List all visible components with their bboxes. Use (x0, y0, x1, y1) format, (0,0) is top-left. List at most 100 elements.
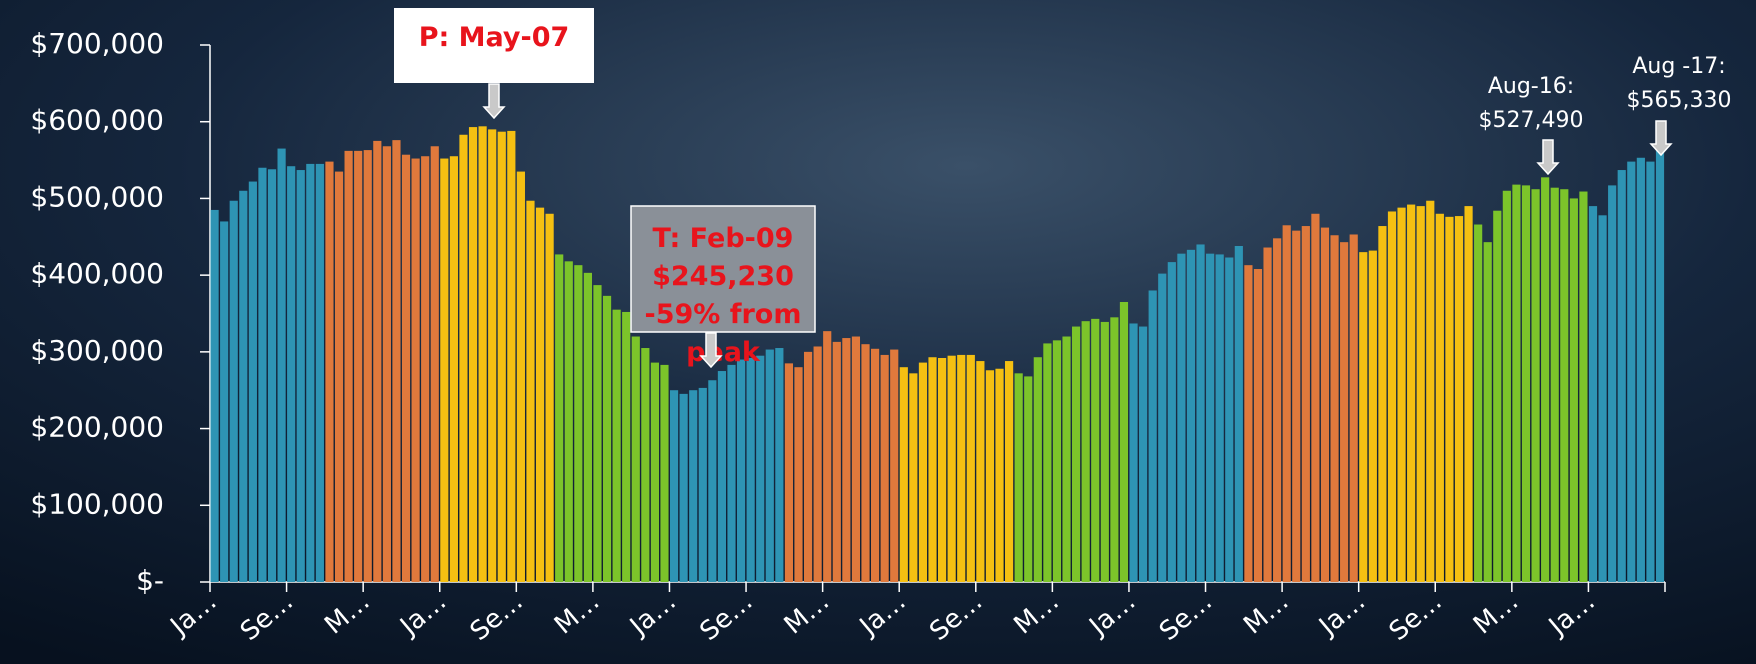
bar (267, 169, 277, 582)
bar (1387, 211, 1397, 582)
bar (1349, 234, 1358, 582)
bar (957, 354, 966, 582)
bar (440, 158, 449, 582)
bar (1033, 357, 1042, 582)
bar (631, 336, 640, 582)
arrow (1536, 139, 1560, 176)
bar (1301, 226, 1310, 582)
y-tick-label: $700,000 (30, 27, 164, 60)
bar (1598, 215, 1607, 582)
bar (746, 357, 755, 582)
bar (363, 150, 372, 582)
bar (1521, 185, 1531, 582)
bar (1541, 177, 1550, 582)
bar (1244, 265, 1253, 582)
bar (1167, 262, 1176, 582)
bar (1560, 189, 1569, 583)
bar (1588, 206, 1598, 582)
bar (660, 364, 669, 582)
bar (918, 362, 928, 582)
bar (325, 161, 334, 582)
y-tick-label: $500,000 (30, 180, 164, 213)
bar (1483, 242, 1492, 583)
bar (1493, 210, 1502, 582)
bar (507, 130, 516, 583)
bar (239, 190, 248, 582)
arrow (1649, 120, 1673, 157)
bar (1273, 238, 1282, 582)
bar (1646, 161, 1655, 582)
y-tick-label: $100,000 (30, 487, 164, 520)
bar (890, 349, 899, 582)
bar (1474, 224, 1483, 583)
bar (1359, 252, 1368, 582)
bar (717, 371, 727, 582)
trough-box (630, 205, 816, 333)
bar (430, 146, 439, 582)
bar (784, 363, 794, 582)
bar (1445, 216, 1454, 582)
bar (602, 295, 612, 582)
bar (334, 171, 344, 583)
bar (947, 355, 956, 582)
bar (1052, 340, 1062, 582)
bar (1072, 326, 1081, 582)
bar (1005, 361, 1014, 582)
bar (1206, 253, 1215, 583)
bar (1512, 184, 1521, 582)
bar (803, 351, 813, 582)
bar (1014, 373, 1023, 582)
bar (478, 126, 487, 583)
bar (1196, 244, 1205, 582)
bar (842, 338, 851, 582)
bar (1081, 321, 1090, 582)
bar (1043, 343, 1052, 582)
bar (698, 387, 707, 582)
bar (1627, 161, 1636, 582)
bar (1139, 326, 1148, 582)
bar (1320, 227, 1330, 582)
bar (574, 265, 583, 582)
bar (449, 156, 458, 582)
bar (545, 213, 554, 582)
bar (373, 140, 382, 582)
bar (459, 134, 468, 582)
bar (315, 163, 324, 582)
bar (1464, 206, 1473, 582)
arrow (482, 83, 506, 120)
bar (564, 261, 573, 582)
bar (641, 348, 650, 582)
bar (727, 364, 736, 582)
bar (535, 207, 545, 583)
bar (248, 181, 257, 582)
bar (277, 148, 286, 583)
bar (1148, 290, 1157, 582)
bar (1407, 204, 1416, 582)
bar (899, 367, 908, 582)
bar (938, 357, 947, 582)
bar (583, 272, 592, 582)
bar (555, 254, 564, 582)
bar (679, 393, 688, 582)
bar (1655, 148, 1665, 582)
bar (1569, 198, 1578, 582)
bar (497, 131, 506, 583)
bar (354, 150, 363, 582)
bar (995, 368, 1004, 582)
annotation-text: $565,330 (1627, 88, 1732, 113)
bar (1253, 269, 1263, 582)
bar (880, 354, 889, 582)
bar (1435, 213, 1444, 582)
bar (1024, 376, 1033, 582)
bar (344, 150, 353, 582)
annotation-text: P: May-07 (419, 22, 570, 53)
annotations: P: May-07 T: Feb-09 $245,230 -59% from peak A… (419, 22, 1732, 369)
bar (1416, 206, 1425, 582)
bar (229, 200, 238, 583)
bar (526, 200, 535, 583)
bar (612, 309, 621, 582)
bar (1378, 226, 1387, 582)
bar (1263, 247, 1272, 583)
bar (1129, 323, 1138, 582)
